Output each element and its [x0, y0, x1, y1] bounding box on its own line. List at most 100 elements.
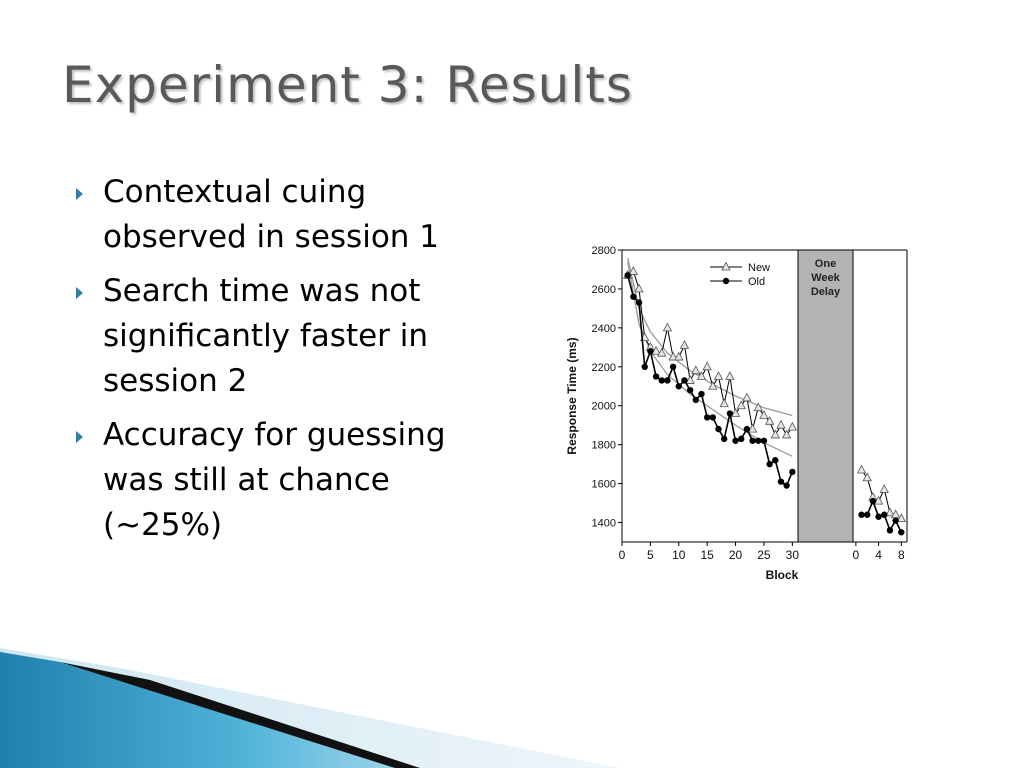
data-point-new [787, 421, 797, 431]
data-point-new [657, 347, 667, 357]
x-tick-label: 30 [786, 548, 800, 562]
data-point-old [698, 390, 705, 398]
data-point-old [692, 396, 700, 404]
data-point-old [892, 517, 899, 524]
legend-marker-old [722, 277, 730, 285]
data-point-new [719, 398, 729, 408]
x-axis-label: Block [766, 568, 799, 582]
data-point-old [635, 299, 643, 306]
y-tick-label: 2400 [592, 323, 616, 335]
data-point-old [686, 386, 694, 394]
x-tick-label: 0 [852, 548, 859, 562]
y-tick-label: 2600 [592, 284, 616, 296]
x-tick-label: 15 [700, 548, 714, 562]
data-point-new [736, 400, 746, 410]
slide-title: Experiment 3: Results [62, 56, 633, 114]
bullet-list: Contextual cuing observed in session 1 S… [76, 170, 456, 557]
data-point-old [886, 527, 894, 534]
data-point-new [702, 361, 712, 371]
x-tick-label: 8 [898, 548, 905, 562]
x-tick-label: 0 [619, 548, 626, 562]
data-point-new [685, 375, 695, 384]
data-point-new [679, 340, 690, 349]
x-tick-label: 4 [875, 548, 882, 562]
data-point-new [879, 484, 889, 493]
data-point-old [755, 437, 762, 444]
delay-label: Week [811, 272, 840, 284]
data-point-old [858, 511, 865, 518]
data-point-old [709, 414, 717, 421]
delay-label: One [815, 258, 836, 270]
data-point-new [674, 351, 684, 361]
data-point-old [715, 425, 722, 433]
bullet-text: Accuracy for guessing was still at chanc… [103, 417, 446, 543]
data-point-old [864, 511, 871, 518]
bullet-item: Search time was not significantly faster… [76, 269, 456, 404]
data-point-old [720, 435, 728, 443]
data-point-new [856, 464, 867, 474]
data-point-old [783, 482, 790, 489]
data-point-old [675, 383, 682, 390]
data-point-old [658, 377, 665, 384]
data-point-new [862, 472, 872, 482]
legend-label: Old [748, 276, 765, 288]
bullet-item: Contextual cuing observed in session 1 [76, 170, 456, 260]
data-point-old [743, 425, 751, 433]
response-time-chart: OneWeekDelay1400160018002000220024002600… [565, 245, 908, 582]
y-tick-label: 1400 [592, 518, 616, 530]
y-tick-label: 2200 [592, 362, 616, 374]
data-point-old [789, 468, 796, 476]
data-point-old [630, 293, 637, 300]
legend-marker-new [721, 261, 731, 271]
data-point-new [708, 380, 718, 390]
bullet-text: Search time was not significantly faster… [103, 273, 429, 399]
data-point-old [726, 410, 734, 417]
x-tick-label: 20 [729, 548, 743, 562]
data-point-new [725, 371, 735, 380]
data-point-new [770, 429, 780, 439]
data-point-new [747, 423, 758, 433]
bullet-arrow-icon [76, 431, 83, 443]
data-point-old [732, 437, 739, 444]
data-point-new [662, 322, 673, 332]
data-point-old [738, 435, 745, 443]
data-point-new [753, 402, 763, 412]
data-point-old [772, 457, 779, 464]
data-point-old [624, 272, 631, 279]
data-point-new [691, 365, 701, 375]
y-tick-label: 2000 [592, 401, 616, 413]
fit-curve-new [627, 257, 793, 417]
data-point-new [668, 351, 678, 361]
data-point-new [896, 513, 906, 523]
data-point-new [742, 392, 752, 402]
data-point-old [749, 437, 756, 444]
x-tick-label: 10 [672, 548, 686, 562]
data-point-new [764, 415, 775, 425]
data-point-old [875, 513, 882, 520]
x-tick-label: 5 [647, 548, 654, 562]
data-point-old [647, 348, 654, 355]
data-point-old [881, 511, 888, 518]
pale-swoosh [0, 648, 620, 768]
data-point-old [641, 363, 648, 370]
data-point-new [885, 507, 895, 517]
bullet-item: Accuracy for guessing was still at chanc… [76, 413, 456, 548]
data-point-new [781, 429, 792, 439]
delay-band [797, 249, 854, 543]
black-swoosh [60, 662, 420, 768]
data-point-new [730, 408, 741, 417]
y-tick-label: 2800 [592, 245, 616, 257]
data-point-new [696, 371, 707, 380]
data-point-new [759, 410, 769, 419]
data-point-new [713, 371, 724, 380]
bullet-arrow-icon [76, 188, 83, 200]
bullet-text: Contextual cuing observed in session 1 [103, 174, 440, 255]
series-line-old [626, 275, 794, 487]
x-tick-label: 25 [757, 548, 771, 562]
bullet-arrow-icon [76, 287, 83, 299]
data-point-old [760, 437, 768, 444]
data-point-old [703, 414, 711, 421]
data-point-new [628, 266, 639, 275]
data-point-old [777, 478, 785, 485]
data-point-old [898, 529, 905, 536]
